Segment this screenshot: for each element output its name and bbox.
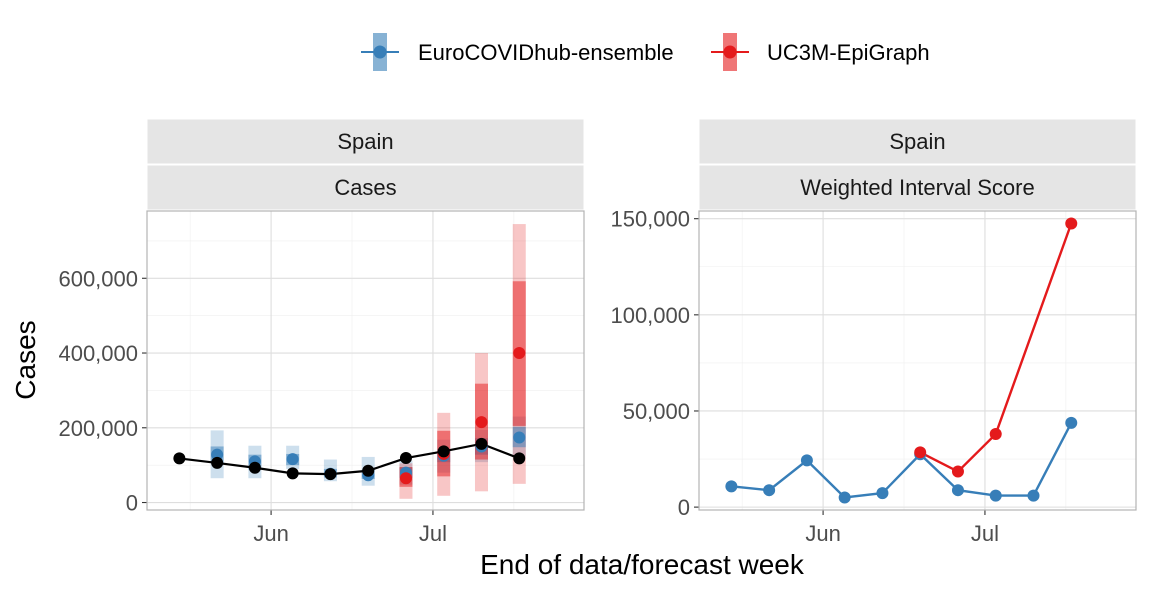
legend-item-epigraph: UC3M-EpiGraph (711, 33, 930, 71)
legend: EuroCOVIDhub-ensemble UC3M-EpiGraph (361, 33, 930, 71)
y-axis-title: Cases (10, 320, 41, 399)
cases-panel-border (146, 210, 585, 511)
ensemble-wis-line (731, 422, 1073, 499)
observed-point (399, 452, 412, 465)
ensemble-median-point (211, 448, 224, 461)
wis-y-tick-label: 0 (678, 495, 690, 520)
right-panel-strips: Spain Weighted Interval Score (698, 118, 1137, 211)
right-strip-top-bg (698, 118, 1137, 165)
observed-point (173, 452, 186, 465)
left-strip-bottom-bg (146, 164, 585, 211)
wis-panel: 0 50,000 100,000 150,000 Jun Jul (610, 207, 1137, 546)
epigraph-wis-point (914, 446, 927, 459)
observed-cases-line (179, 442, 520, 476)
wis-y-tick-label: 100,000 (610, 303, 690, 328)
ensemble-wis-point (1065, 416, 1078, 429)
cases-y-tick-label: 400,000 (58, 341, 138, 366)
wis-y-tick-label: 150,000 (610, 207, 690, 232)
ensemble-wis-point (838, 491, 851, 504)
cases-y-tick-label: 200,000 (58, 416, 138, 441)
observed-point (286, 467, 299, 480)
observed-point (513, 452, 526, 465)
ensemble-wis-point (951, 484, 964, 497)
left-strip-top-bg (146, 118, 585, 165)
epigraph-wis-point (989, 428, 1002, 441)
right-strip-location: Spain (889, 129, 945, 154)
wis-x-tick-label: Jul (971, 521, 999, 546)
left-strip-target: Cases (334, 175, 396, 200)
cases-y-tick-label: 600,000 (58, 266, 138, 291)
epigraph-wis-line (919, 223, 1073, 474)
observed-point (248, 461, 261, 474)
epigraph-wis-point (1065, 217, 1078, 230)
wis-y-tick-label: 50,000 (623, 399, 690, 424)
legend-item-ensemble: EuroCOVIDhub-ensemble (361, 33, 674, 71)
ensemble-wis-point (763, 484, 776, 497)
cases-panel: 0 200,000 400,000 600,000 Jun Jul (58, 210, 585, 546)
legend-label-ensemble: EuroCOVIDhub-ensemble (418, 40, 674, 65)
ensemble-wis-point (800, 454, 813, 467)
observed-point (211, 456, 224, 469)
observed-point (324, 468, 337, 481)
x-axis-title: End of data/forecast week (480, 549, 805, 580)
cases-x-tick-label: Jun (253, 521, 288, 546)
wis-panel-border (698, 210, 1137, 511)
legend-label-epigraph: UC3M-EpiGraph (767, 40, 930, 65)
legend-key-ensemble-point (373, 45, 387, 59)
cases-y-tick-label: 0 (126, 491, 138, 516)
ensemble-wis-point (1027, 489, 1040, 502)
epigraph-median-point (513, 347, 526, 360)
observed-point (475, 437, 488, 450)
right-strip-target: Weighted Interval Score (800, 175, 1034, 200)
epigraph-median-point (399, 472, 412, 485)
ensemble-median-point (513, 431, 526, 444)
left-strip-location: Spain (337, 129, 393, 154)
wis-x-tick-label: Jun (805, 521, 840, 546)
legend-key-epigraph-point (723, 45, 737, 59)
ensemble-wis-point (989, 489, 1002, 502)
epigraph-wis-point (951, 465, 964, 478)
ensemble-wis-point (725, 480, 738, 493)
observed-point (437, 445, 450, 458)
right-strip-bottom-bg (698, 164, 1137, 211)
epigraph-median-point (475, 416, 488, 429)
observed-point (362, 464, 375, 477)
ensemble-median-point (286, 453, 299, 466)
left-panel-strips: Spain Cases (146, 118, 585, 211)
cases-x-tick-label: Jul (419, 521, 447, 546)
ensemble-wis-point (876, 487, 889, 500)
